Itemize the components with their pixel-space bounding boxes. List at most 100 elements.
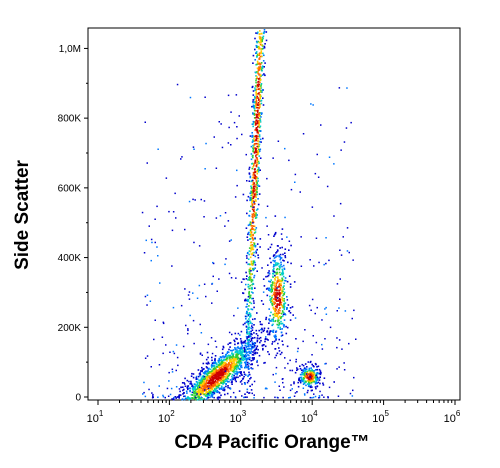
data-point [177,364,179,367]
data-point [248,247,251,249]
data-point [260,68,263,70]
data-point [255,333,258,335]
data-point [208,377,211,380]
data-point [280,257,283,259]
data-point [251,134,254,137]
data-point [283,311,285,314]
data-point [248,270,251,273]
data-point [215,373,218,375]
data-point [250,376,252,379]
data-point [308,368,311,371]
data-point [249,196,251,199]
data-point [265,31,268,33]
data-point [252,337,254,339]
data-point [274,336,276,339]
data-point [257,53,260,56]
data-point [224,367,226,369]
data-point [260,67,262,70]
data-point [175,369,177,372]
data-point [194,398,196,400]
data-point [212,275,214,278]
data-point [200,379,203,382]
data-point [198,396,201,399]
x-tick-exponent: 4 [313,409,318,418]
data-point [251,392,253,395]
data-point [192,373,195,375]
data-point [248,297,251,299]
data-point [233,121,236,124]
data-point [240,330,243,333]
data-point [214,355,217,357]
data-point [178,397,180,399]
data-point [285,325,287,328]
data-point [223,372,225,375]
data-point [214,357,216,360]
data-point [272,272,274,275]
data-point [207,369,209,372]
data-point [274,334,277,336]
data-point [250,249,252,251]
data-point [248,343,250,346]
data-point [251,85,254,88]
data-point [236,351,239,354]
data-point [196,297,199,299]
data-point [281,298,284,301]
data-point [255,227,258,229]
data-point [263,73,265,75]
data-point [273,257,276,259]
data-point [256,160,259,163]
data-point [278,279,280,281]
data-point [280,335,283,337]
data-point [272,320,274,323]
data-point [169,393,172,396]
data-point [210,337,213,339]
data-point [261,66,263,69]
data-point [247,308,250,311]
data-point [168,210,170,213]
data-point [246,363,249,366]
data-point [199,373,202,376]
y-tick-label: 600K [58,183,82,194]
data-point [183,398,186,401]
data-point [308,384,310,387]
data-point [226,392,229,395]
data-point [276,304,278,307]
data-point [272,275,274,278]
data-point [248,344,250,347]
data-point [345,127,348,129]
data-point [237,362,240,364]
data-point [260,328,262,331]
data-point [215,371,218,374]
data-point [212,261,214,264]
data-point [257,364,259,367]
data-point [220,370,223,373]
data-point [353,376,355,379]
data-point [222,366,225,369]
data-point [251,357,254,359]
data-point [299,191,301,193]
data-point [189,390,191,392]
data-point [259,336,262,339]
data-point [282,378,284,380]
data-point [221,385,223,388]
data-point [241,366,243,369]
data-point [245,321,247,324]
data-point [218,362,221,365]
data-point [251,204,254,206]
data-point [252,228,255,230]
data-point [175,397,177,399]
data-point [255,252,258,254]
data-point [212,382,215,384]
data-point [253,114,256,116]
data-point [275,309,278,311]
data-point [251,247,254,249]
data-point [249,267,252,269]
data-point [244,341,246,343]
data-point [192,292,194,294]
data-point [222,373,224,376]
data-point [267,287,270,290]
data-point [207,393,209,395]
data-point [199,384,202,387]
data-point [215,374,217,377]
data-point [244,356,247,358]
